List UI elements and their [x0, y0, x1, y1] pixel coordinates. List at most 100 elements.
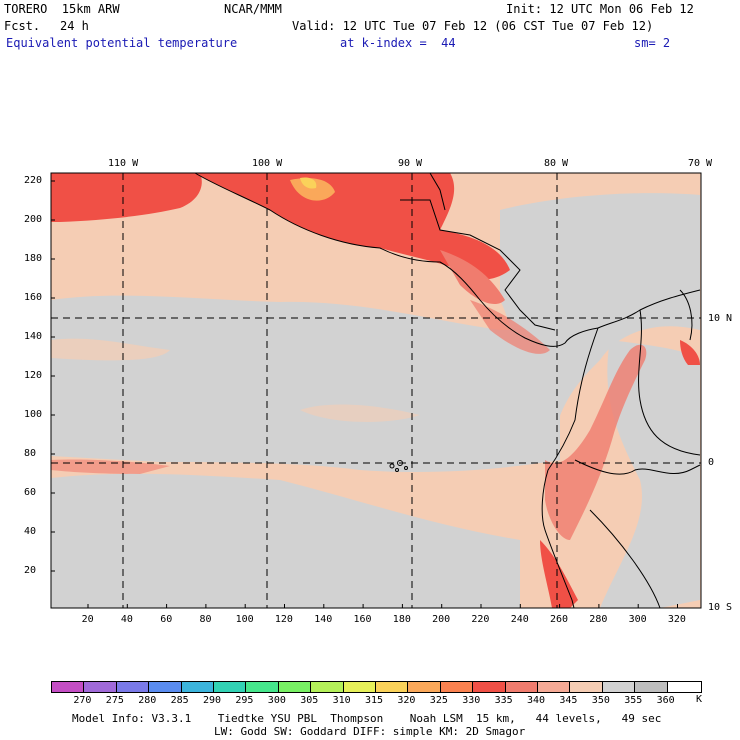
galapagos-island: [395, 468, 399, 472]
y-tick-label: 80: [24, 448, 37, 459]
colorbar-label: 300: [267, 695, 286, 706]
x-tick-label: 80: [199, 614, 212, 625]
lon-label-90w: 90 W: [398, 158, 423, 169]
colorbar-label: 330: [462, 695, 481, 706]
field-band-335-venezuela: [680, 340, 700, 365]
colorbar-swatch: [148, 681, 183, 693]
map-frame: [50, 172, 702, 609]
colorbar-label: 280: [138, 695, 157, 706]
colorbar-swatch: [51, 681, 85, 693]
coastlines: [194, 172, 701, 609]
smoothing-info: sm= 2: [634, 36, 671, 50]
x-tick-label: 280: [589, 614, 608, 625]
colorbar-swatch: [83, 681, 118, 693]
forecast-label: Fcst.: [4, 19, 41, 33]
field-band-350-caribbean: [500, 193, 700, 450]
field-band-320: [300, 177, 317, 189]
colorbar-label: 340: [527, 695, 546, 706]
y-tick-label: 180: [24, 253, 43, 264]
border-peru-brazil: [589, 509, 661, 609]
colorbar-label: 360: [656, 695, 675, 706]
y-tick-label: 120: [24, 370, 43, 381]
x-tick-label: 160: [353, 614, 372, 625]
colorbar-label: 305: [300, 695, 319, 706]
x-tick-marks: [87, 604, 678, 608]
field-band-350-amazon: [600, 340, 700, 608]
y-tick-label: 200: [24, 214, 43, 225]
x-tick-label: 300: [628, 614, 647, 625]
x-tick-label: 140: [314, 614, 333, 625]
coastline-pacific-central-america: [194, 172, 701, 347]
y-tick-label: 160: [24, 292, 43, 303]
y-tick-label: 220: [24, 175, 43, 186]
lon-label-100w: 100 W: [252, 158, 283, 169]
colorbar-swatch: [601, 681, 636, 693]
colorbar-label: 285: [170, 695, 189, 706]
field-band-340-honduras: [440, 250, 505, 305]
colorbar-label: 335: [494, 695, 513, 706]
colorbar-label: 275: [105, 695, 124, 706]
lon-label-80w: 80 W: [544, 158, 569, 169]
colorbar-label: 355: [624, 695, 643, 706]
colorbar-label: 290: [203, 695, 222, 706]
y-tick-marks: [51, 180, 55, 572]
x-tick-label: 60: [160, 614, 173, 625]
colorbar-label: 270: [73, 695, 92, 706]
colorbar-swatch: [634, 681, 669, 693]
border-ecuador-peru: [574, 459, 701, 475]
x-tick-label: 220: [471, 614, 490, 625]
colorbar-swatch: [504, 681, 539, 693]
coastline-yucatan: [429, 172, 446, 211]
colorbar-swatch: [375, 681, 409, 693]
lon-label-70w: 70 W: [688, 158, 713, 169]
colorbar-label: 320: [397, 695, 416, 706]
colorbar-label: 325: [429, 695, 448, 706]
x-tick-label: 320: [667, 614, 686, 625]
colorbar-swatch: [115, 681, 150, 693]
x-tick-label: 20: [81, 614, 94, 625]
colorbar-swatch: [277, 681, 312, 693]
init-time: Init: 12 UTC Mon 06 Feb 12: [506, 2, 694, 16]
forecast-hours: 24 h: [60, 19, 89, 33]
coastline-venezuela: [679, 289, 693, 341]
center-label: NCAR/MMM: [224, 2, 282, 16]
x-tick-label: 260: [550, 614, 569, 625]
x-tick-label: 200: [432, 614, 451, 625]
lat-label-10s: 10 S: [708, 602, 733, 613]
y-tick-label: 40: [24, 526, 37, 537]
colorbar-swatch: [245, 681, 280, 693]
graticule: [51, 173, 701, 608]
galapagos-island: [389, 463, 395, 469]
field-band-325: [290, 178, 335, 201]
colorbar-swatch: [666, 681, 702, 693]
field-band-335-mexico: [195, 173, 510, 280]
colorbar-label: 295: [235, 695, 254, 706]
colorbar-swatch: [180, 681, 215, 693]
model-title: TORERO 15km ARW: [4, 2, 120, 16]
field-band-340-andes: [545, 344, 647, 540]
valid-time: Valid: 12 UTC Tue 07 Feb 12 (06 CST Tue …: [292, 19, 654, 33]
colorbar-swatch: [407, 681, 442, 693]
colorbar-label: 315: [365, 695, 384, 706]
border-colombia-venezuela: [638, 309, 701, 456]
y-tick-label: 60: [24, 487, 37, 498]
y-tick-label: 140: [24, 331, 43, 342]
colorbar-swatch: [439, 681, 474, 693]
colorbar-swatch: [569, 681, 604, 693]
field-band-350-south: [51, 473, 520, 608]
field-patch-light: [51, 338, 170, 361]
field-band-335-nw: [51, 173, 202, 222]
colorbar-swatch: [310, 681, 345, 693]
colorbar-swatch: [213, 681, 247, 693]
galapagos-island: [404, 466, 408, 470]
coastline-south-america-west: [541, 327, 599, 609]
x-tick-label: 240: [510, 614, 529, 625]
theta-e-field: [51, 173, 701, 608]
field-band-350-central: [51, 295, 560, 472]
lat-label-10n: 10 N: [708, 313, 733, 324]
model-info: Model Info: V3.3.1 Tiedtke YSU PBL Thomp…: [72, 712, 662, 725]
field-name: Equivalent potential temperature: [6, 36, 238, 50]
field-patch-light2: [300, 404, 420, 422]
x-tick-label: 180: [392, 614, 411, 625]
